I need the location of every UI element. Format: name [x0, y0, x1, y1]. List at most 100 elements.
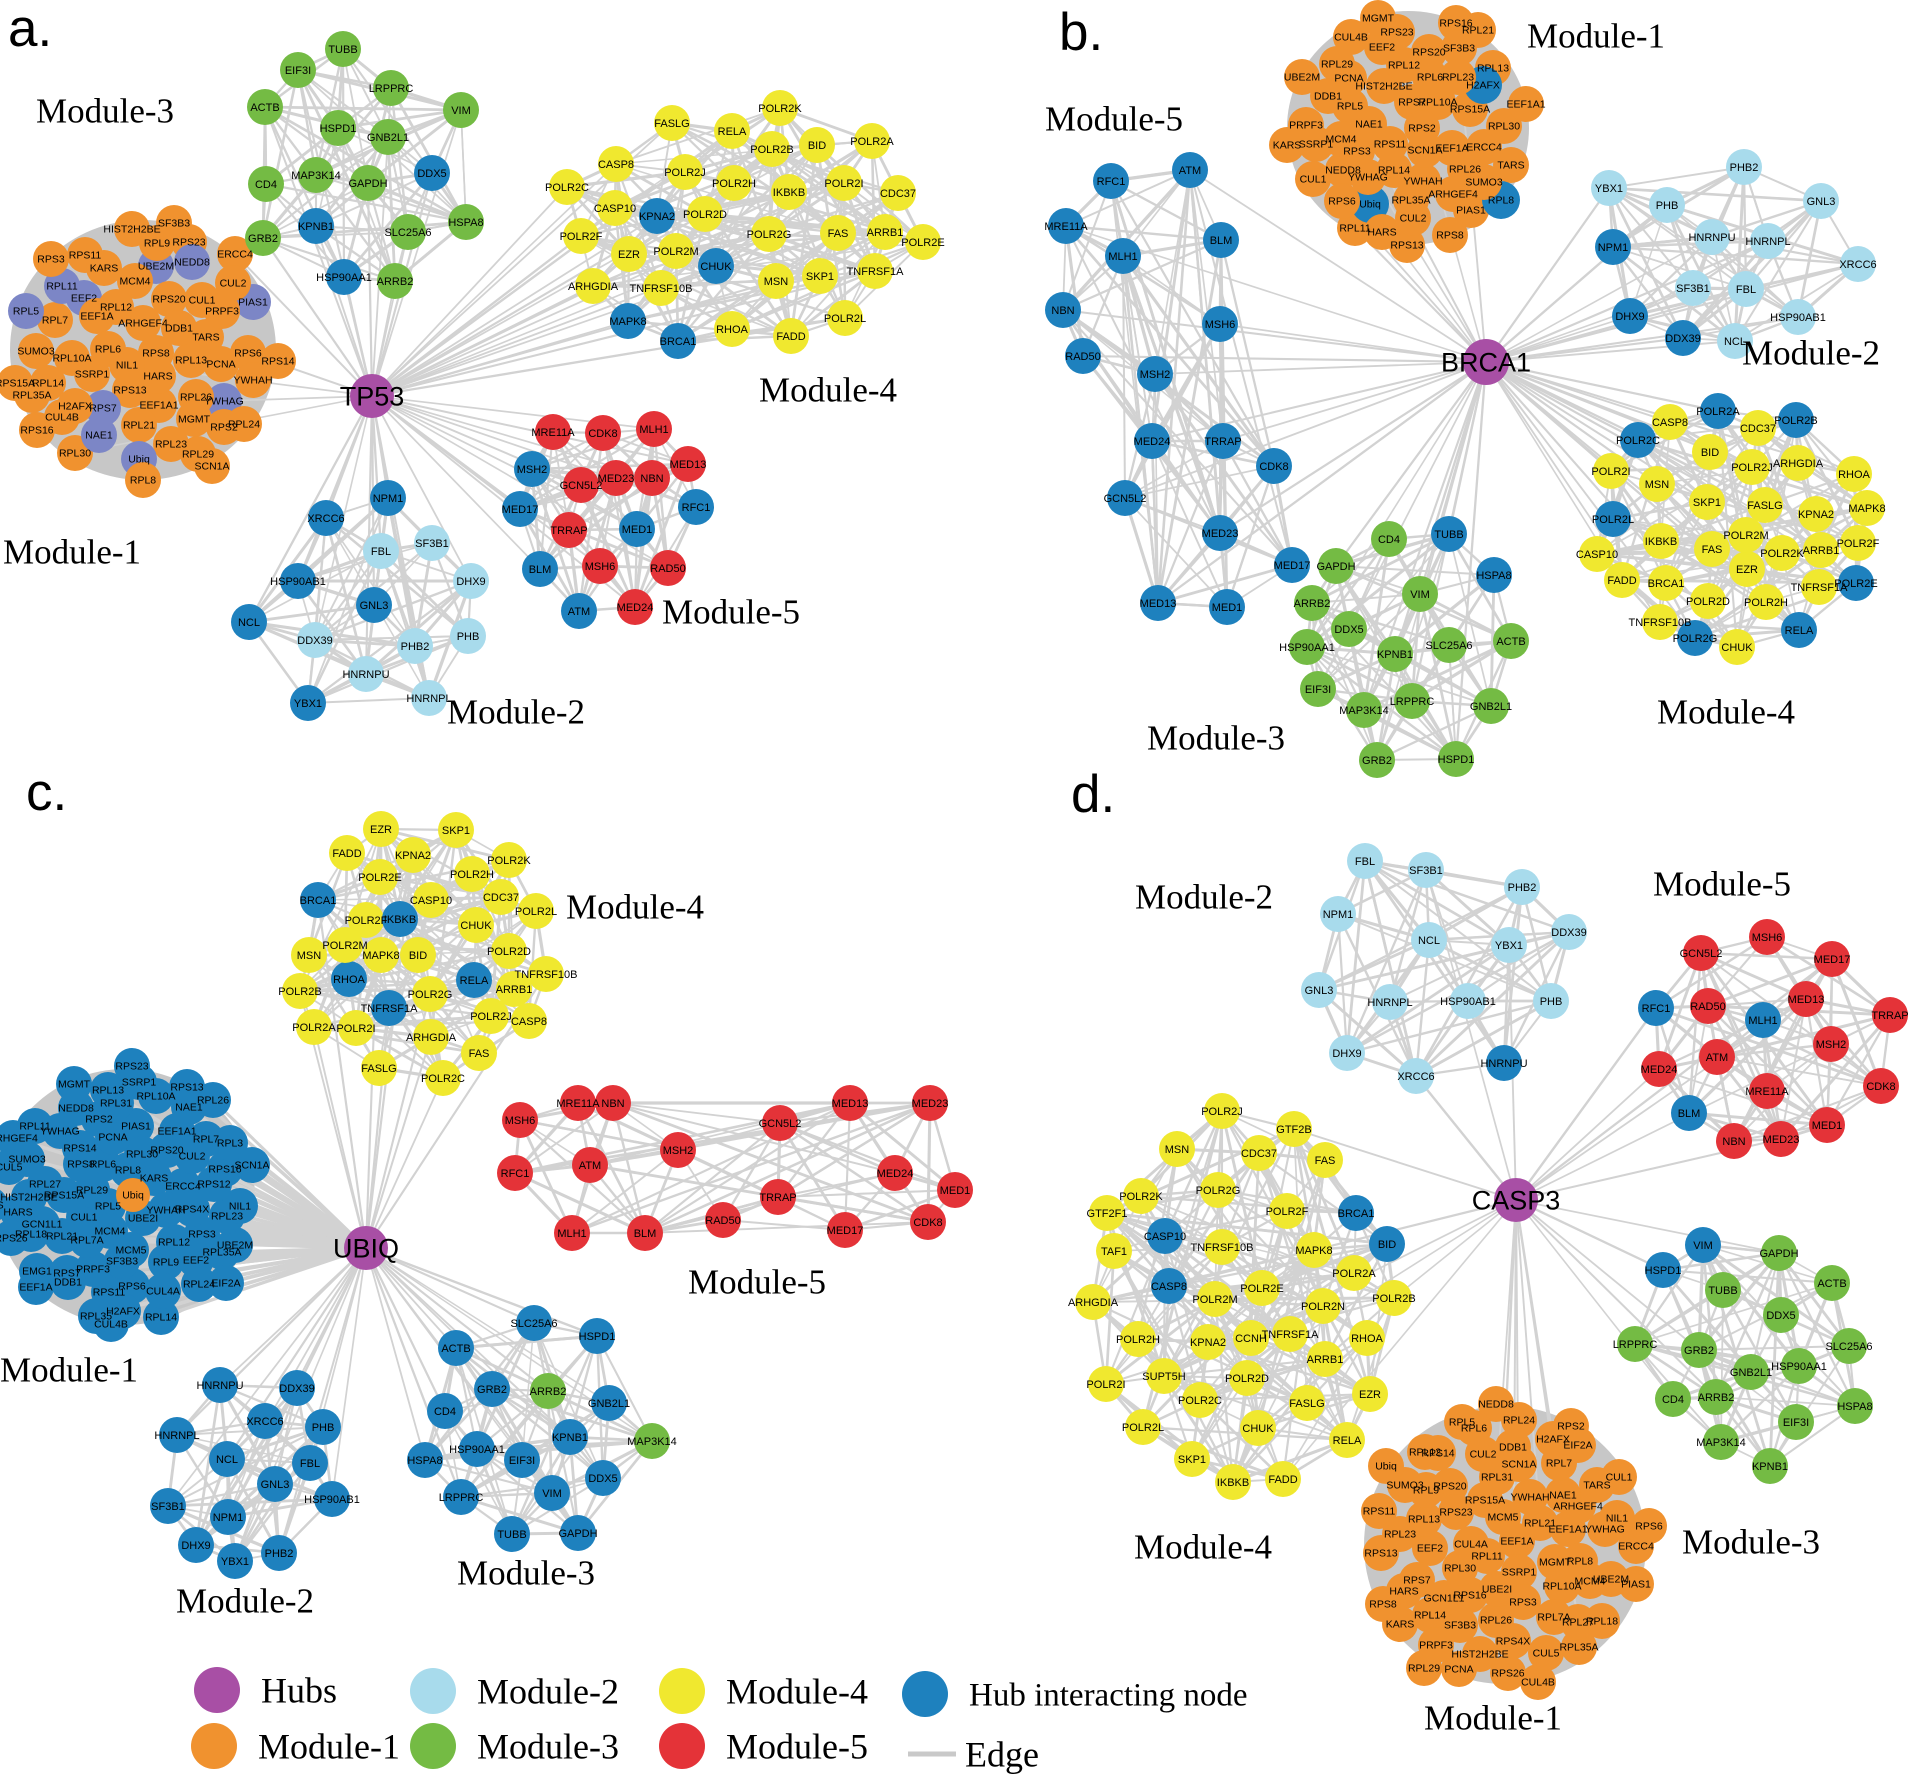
- svg-text:RPL13: RPL13: [1408, 1514, 1440, 1526]
- svg-text:RPS12: RPS12: [197, 1179, 230, 1191]
- svg-text:SLC25A6: SLC25A6: [510, 1318, 557, 1330]
- svg-text:HSP90AB1: HSP90AB1: [304, 1494, 360, 1506]
- svg-text:MED17: MED17: [1814, 954, 1851, 966]
- svg-text:PRPF3: PRPF3: [205, 306, 239, 318]
- svg-text:Module-2: Module-2: [1135, 877, 1273, 916]
- svg-text:RPL13: RPL13: [175, 355, 207, 367]
- svg-text:RPS8: RPS8: [1369, 1599, 1397, 1611]
- svg-text:DDX5: DDX5: [588, 1473, 617, 1485]
- svg-text:POLR2B: POLR2B: [1372, 1293, 1415, 1305]
- svg-text:CUL4B: CUL4B: [1334, 32, 1368, 44]
- svg-text:SF3B1: SF3B1: [1676, 283, 1710, 295]
- svg-text:POLR2F: POLR2F: [345, 915, 388, 927]
- svg-text:POLR2M: POLR2M: [653, 246, 698, 258]
- svg-text:SCN1A: SCN1A: [234, 1160, 269, 1172]
- svg-text:VIM: VIM: [1693, 1240, 1713, 1252]
- svg-text:RPL5: RPL5: [95, 1201, 121, 1213]
- svg-text:GAPDH: GAPDH: [558, 1528, 597, 1540]
- svg-text:HARS: HARS: [1367, 227, 1396, 239]
- svg-text:SKP1: SKP1: [1693, 497, 1721, 509]
- svg-text:MED17: MED17: [1274, 560, 1311, 572]
- svg-text:TNFRSF10B: TNFRSF10B: [515, 969, 578, 981]
- svg-text:ATM: ATM: [1179, 165, 1201, 177]
- svg-text:MLH1: MLH1: [1108, 251, 1137, 263]
- svg-text:Module-4: Module-4: [1657, 692, 1795, 731]
- svg-text:TUBB: TUBB: [1434, 529, 1463, 541]
- svg-text:YWHAG: YWHAG: [204, 396, 244, 408]
- svg-text:RPL7A: RPL7A: [70, 1235, 103, 1247]
- svg-text:YBX1: YBX1: [221, 1556, 249, 1568]
- svg-text:RPL35: RPL35: [80, 1311, 112, 1323]
- svg-text:HNRNPL: HNRNPL: [154, 1430, 199, 1442]
- svg-text:POLR2E: POLR2E: [1834, 578, 1877, 590]
- svg-text:POLR2F: POLR2F: [560, 231, 603, 243]
- svg-text:SUMO3: SUMO3: [1386, 1480, 1424, 1492]
- svg-text:POLR2J: POLR2J: [1201, 1106, 1243, 1118]
- svg-text:FASLG: FASLG: [1747, 500, 1782, 512]
- svg-text:POLR2L: POLR2L: [515, 906, 557, 918]
- svg-text:RPL30: RPL30: [1444, 1563, 1476, 1575]
- svg-text:RPL23: RPL23: [1442, 72, 1474, 84]
- svg-text:NPM1: NPM1: [1598, 242, 1629, 254]
- svg-text:EEF2: EEF2: [183, 1255, 209, 1267]
- svg-text:a.: a.: [8, 0, 52, 58]
- svg-text:DDB1: DDB1: [1314, 91, 1342, 103]
- svg-text:MAP3K14: MAP3K14: [1696, 1437, 1746, 1449]
- svg-text:TARS: TARS: [0, 1200, 4, 1212]
- svg-text:BLM: BLM: [634, 1228, 657, 1240]
- svg-text:Ubiq: Ubiq: [1375, 1461, 1397, 1473]
- svg-text:CASP8: CASP8: [1652, 417, 1688, 429]
- svg-text:RPL11: RPL11: [19, 1121, 50, 1133]
- svg-text:KPNA2: KPNA2: [395, 850, 431, 862]
- svg-text:CD4: CD4: [255, 179, 277, 191]
- svg-text:RPS20: RPS20: [1412, 47, 1445, 59]
- svg-text:GTF2F1: GTF2F1: [1087, 1208, 1128, 1220]
- svg-text:Module-1: Module-1: [1424, 1698, 1562, 1737]
- svg-text:SUMO3: SUMO3: [1465, 177, 1503, 189]
- svg-text:IKBKB: IKBKB: [1645, 536, 1677, 548]
- svg-text:GNB2L1: GNB2L1: [1470, 701, 1512, 713]
- svg-text:GCN1L1: GCN1L1: [22, 1219, 63, 1231]
- svg-text:POLR2J: POLR2J: [1731, 462, 1773, 474]
- svg-text:MAPK8: MAPK8: [609, 316, 646, 328]
- svg-text:POLR2G: POLR2G: [408, 989, 453, 1001]
- svg-text:UBE2I: UBE2I: [1482, 1584, 1512, 1596]
- svg-text:CDC37: CDC37: [1740, 423, 1776, 435]
- svg-text:UBE2M: UBE2M: [217, 1240, 253, 1252]
- svg-text:CUL4B: CUL4B: [1521, 1677, 1555, 1689]
- svg-text:POLR2M: POLR2M: [1723, 530, 1768, 542]
- svg-text:RPS23: RPS23: [1439, 1507, 1472, 1519]
- svg-text:POLR2B: POLR2B: [750, 144, 793, 156]
- svg-text:TNFRSF10B: TNFRSF10B: [630, 283, 693, 295]
- svg-text:RPL14: RPL14: [1378, 165, 1410, 177]
- svg-text:RAD50: RAD50: [650, 563, 685, 575]
- svg-text:ARRB2: ARRB2: [377, 276, 414, 288]
- svg-text:ATM: ATM: [579, 1160, 601, 1172]
- svg-text:RPS7: RPS7: [1403, 1575, 1431, 1587]
- svg-text:PHB2: PHB2: [1730, 162, 1759, 174]
- svg-text:MED24: MED24: [617, 602, 654, 614]
- svg-text:TNFRSF1A: TNFRSF1A: [847, 266, 905, 278]
- svg-text:RPL11: RPL11: [1339, 223, 1370, 235]
- svg-text:RPS4X: RPS4X: [1496, 1636, 1530, 1648]
- svg-text:KPNB1: KPNB1: [1377, 649, 1413, 661]
- svg-text:RPL5: RPL5: [1337, 101, 1363, 113]
- svg-text:Module-2: Module-2: [1742, 333, 1880, 372]
- svg-text:H2AFX: H2AFX: [58, 401, 92, 413]
- svg-text:EZR: EZR: [618, 249, 640, 261]
- svg-text:RPL29: RPL29: [182, 449, 214, 461]
- svg-text:RPL9: RPL9: [1413, 1485, 1439, 1497]
- svg-text:IKBKB: IKBKB: [384, 914, 416, 926]
- svg-text:Module-3: Module-3: [477, 1727, 619, 1767]
- svg-text:NAE1: NAE1: [85, 430, 113, 442]
- svg-text:UBE2I: UBE2I: [128, 1213, 158, 1225]
- svg-text:Module-1: Module-1: [0, 1350, 138, 1389]
- svg-text:RPS16: RPS16: [20, 425, 53, 437]
- svg-text:RPS16: RPS16: [208, 1164, 241, 1176]
- svg-text:MSH6: MSH6: [505, 1115, 536, 1127]
- svg-text:PHB: PHB: [1540, 996, 1563, 1008]
- svg-text:RPS23: RPS23: [172, 237, 205, 249]
- svg-text:RPS11: RPS11: [1363, 1506, 1396, 1518]
- svg-text:PRPF3: PRPF3: [76, 1264, 110, 1276]
- svg-text:MED1: MED1: [1212, 602, 1243, 614]
